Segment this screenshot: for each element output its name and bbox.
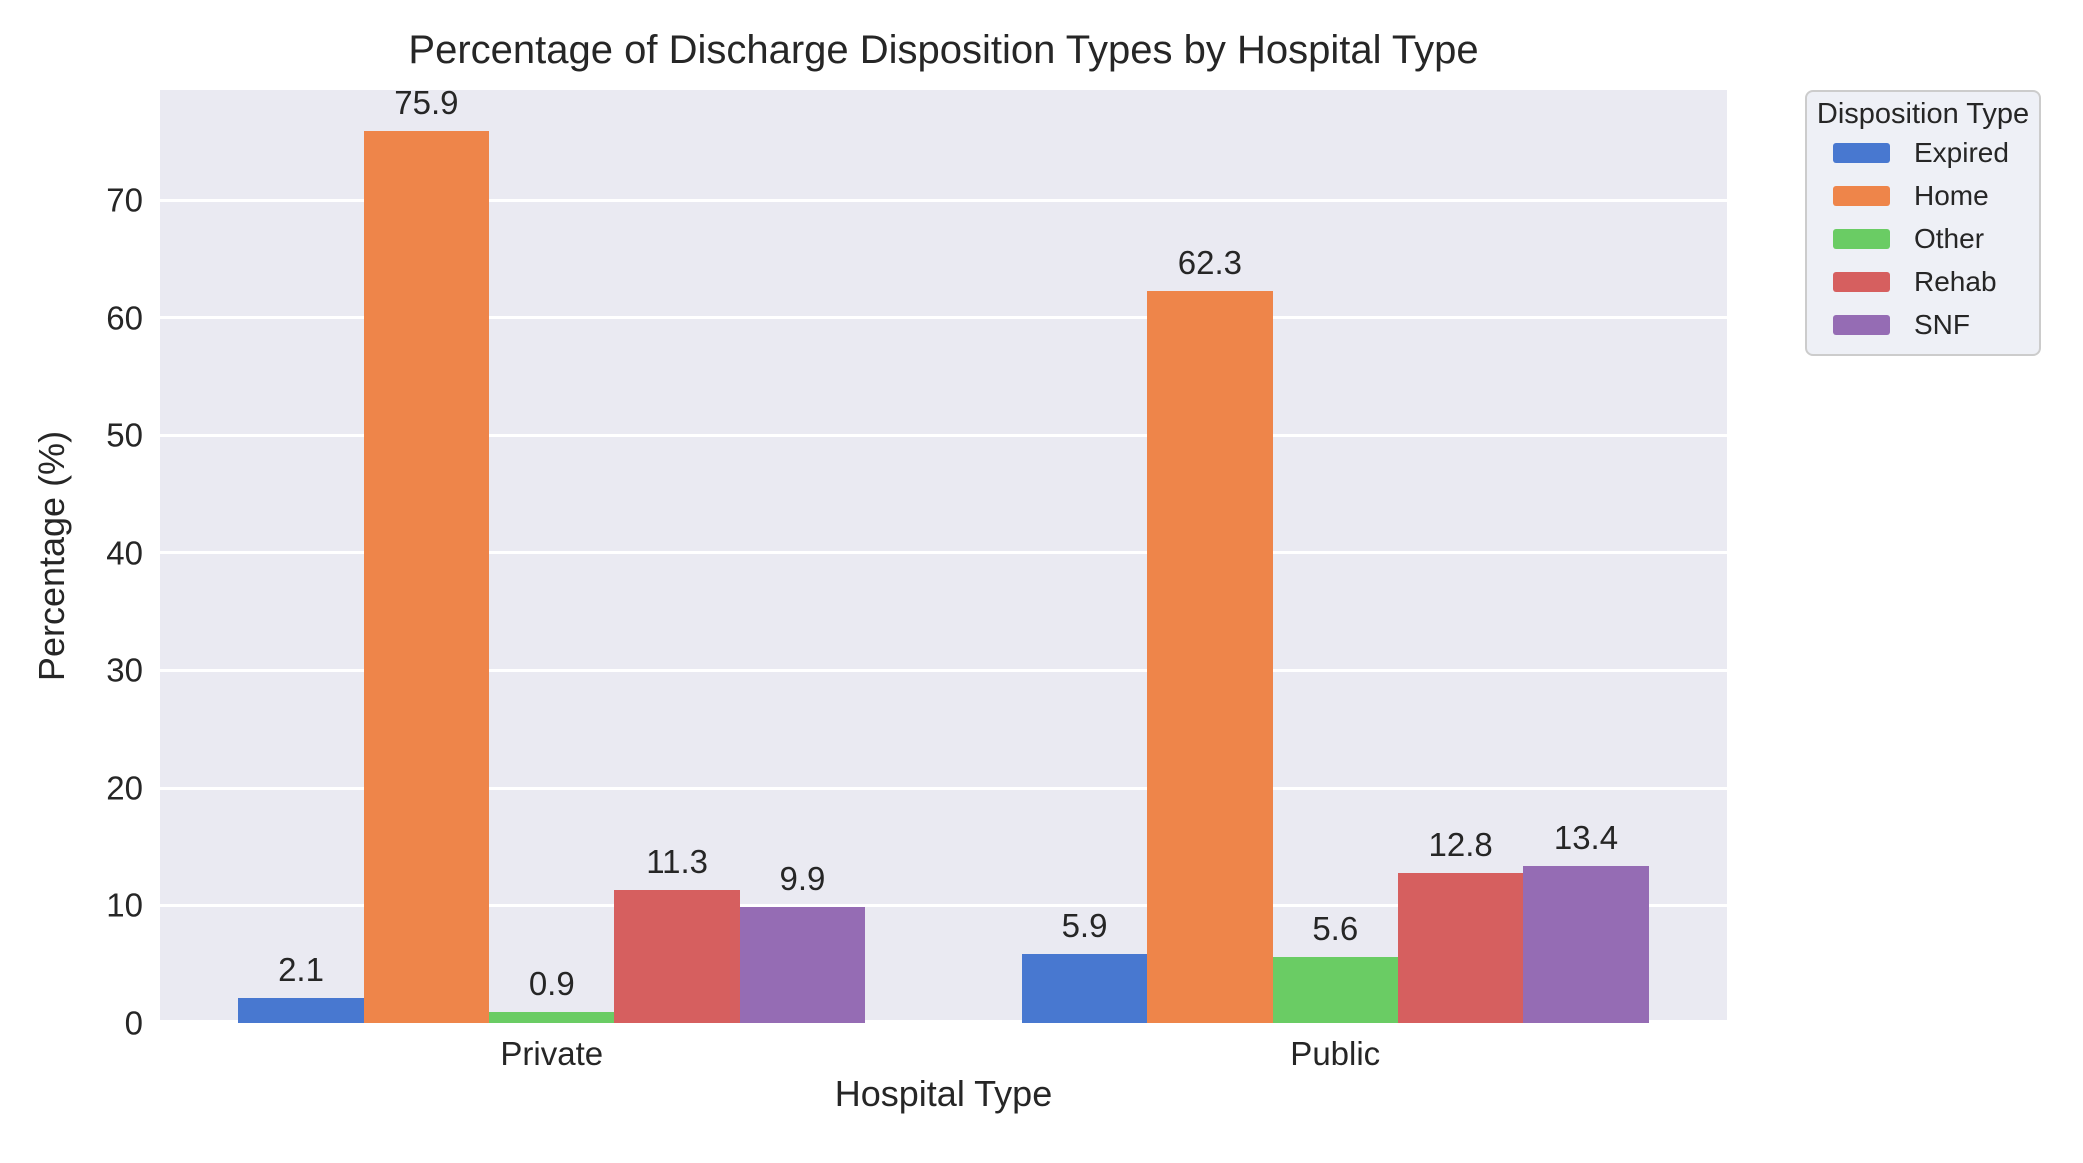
legend-swatch-home [1833,185,1890,206]
legend-item-home: Home [1807,174,2039,217]
y-tick-label: 20 [106,769,143,807]
bar-public-home [1147,290,1273,1023]
legend-item-other: Other [1807,217,2039,260]
legend: Disposition Type Expired Home Other Rehab SN… [1805,90,2041,356]
legend-item-snf: SNF [1807,303,2039,346]
legend-item-label: Other [1914,222,1985,254]
y-tick-label: 70 [106,181,143,219]
legend-item-label: SNF [1914,308,1970,340]
legend-swatch-snf [1833,314,1890,335]
bar-public-expired [1021,953,1148,1023]
bar-private-rehab [614,890,740,1023]
bar-public-snf [1523,865,1649,1023]
x-tick-label-private: Private [500,1035,604,1072]
legend-swatch-expired [1833,142,1890,163]
legend-swatch-other [1833,228,1890,249]
legend-item-label: Expired [1914,136,2009,168]
gridline [160,198,1727,202]
legend-item-expired: Expired [1807,131,2039,174]
legend-title: Disposition Type [1816,98,2030,130]
plot-area: 2.1 75.9 0.9 11.3 9.9 5.9 62.3 5.6 12.8 13.4 [160,86,1727,1023]
legend-item-label: Home [1914,179,1989,211]
bar-value-label-private-rehab: 11.3 [646,843,708,881]
chart-title: Percentage of Discharge Disposition Type… [408,28,1479,72]
legend-item-label: Rehab [1914,265,1997,297]
legend-swatch-rehab [1833,271,1890,292]
bar-value-label-private-expired: 2.1 [278,951,324,989]
gridline [160,904,1727,907]
bar-value-label-private-home: 75.9 [394,84,459,122]
x-tick-label-public: Public [1290,1035,1381,1072]
y-tick-label: 60 [106,299,143,337]
bar-value-label-public-rehab: 12.8 [1428,825,1493,863]
gridline [160,786,1727,790]
y-tick-label: 30 [106,651,143,689]
gridline [160,433,1727,437]
bar-value-label-private-other: 0.9 [528,965,575,1003]
bar-value-label-public-expired: 5.9 [1061,906,1108,944]
bar-private-other [489,1012,615,1023]
gridline [160,668,1727,672]
gridline [160,1020,1727,1023]
bar-value-label-public-home: 62.3 [1177,243,1242,281]
bar-private-home [363,131,490,1023]
bar-public-rehab [1397,872,1524,1023]
y-tick-label: 40 [106,534,143,572]
bar-private-expired [238,998,364,1023]
y-tick-label: 0 [124,1004,143,1042]
bar-value-label-private-snf: 9.9 [779,859,826,897]
gridline [160,316,1727,320]
bar-public-other [1272,957,1398,1023]
bar-value-label-public-other: 5.6 [1312,910,1359,948]
bar-value-label-public-snf: 13.4 [1553,818,1619,856]
gridline [160,551,1727,555]
legend-item-rehab: Rehab [1807,260,2039,303]
y-tick-label: 10 [106,886,143,924]
y-tick-label: 50 [106,416,143,454]
x-axis-label: Hospital Type [834,1073,1053,1114]
bar-private-snf [739,906,866,1023]
